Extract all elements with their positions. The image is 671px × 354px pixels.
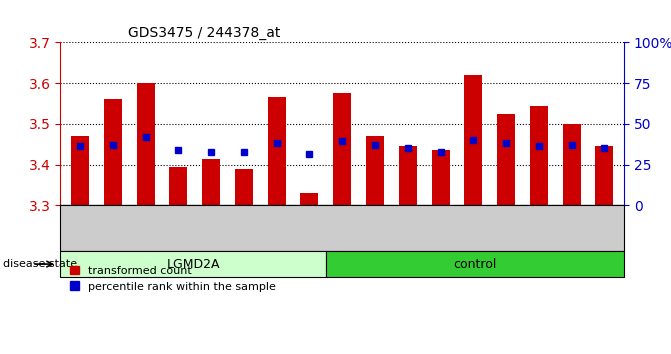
Bar [333,93,351,205]
Legend: transformed count, percentile rank within the sample: transformed count, percentile rank withi… [66,261,280,296]
Bar [431,150,450,205]
Bar [268,97,286,205]
Bar [595,146,613,205]
Bar [71,136,89,205]
Bar [137,83,154,205]
Text: disease state: disease state [3,259,77,269]
Bar [562,124,580,205]
Text: GDS3475 / 244378_at: GDS3475 / 244378_at [128,26,280,40]
Bar [530,105,548,205]
Bar [235,169,253,205]
Bar [366,136,384,205]
Bar [399,146,417,205]
Text: control: control [453,258,497,270]
Bar [497,114,515,205]
Bar [464,75,482,205]
Bar [202,159,220,205]
Text: LGMD2A: LGMD2A [166,258,220,270]
Bar [169,167,187,205]
Bar [104,99,122,205]
Bar [301,193,319,205]
